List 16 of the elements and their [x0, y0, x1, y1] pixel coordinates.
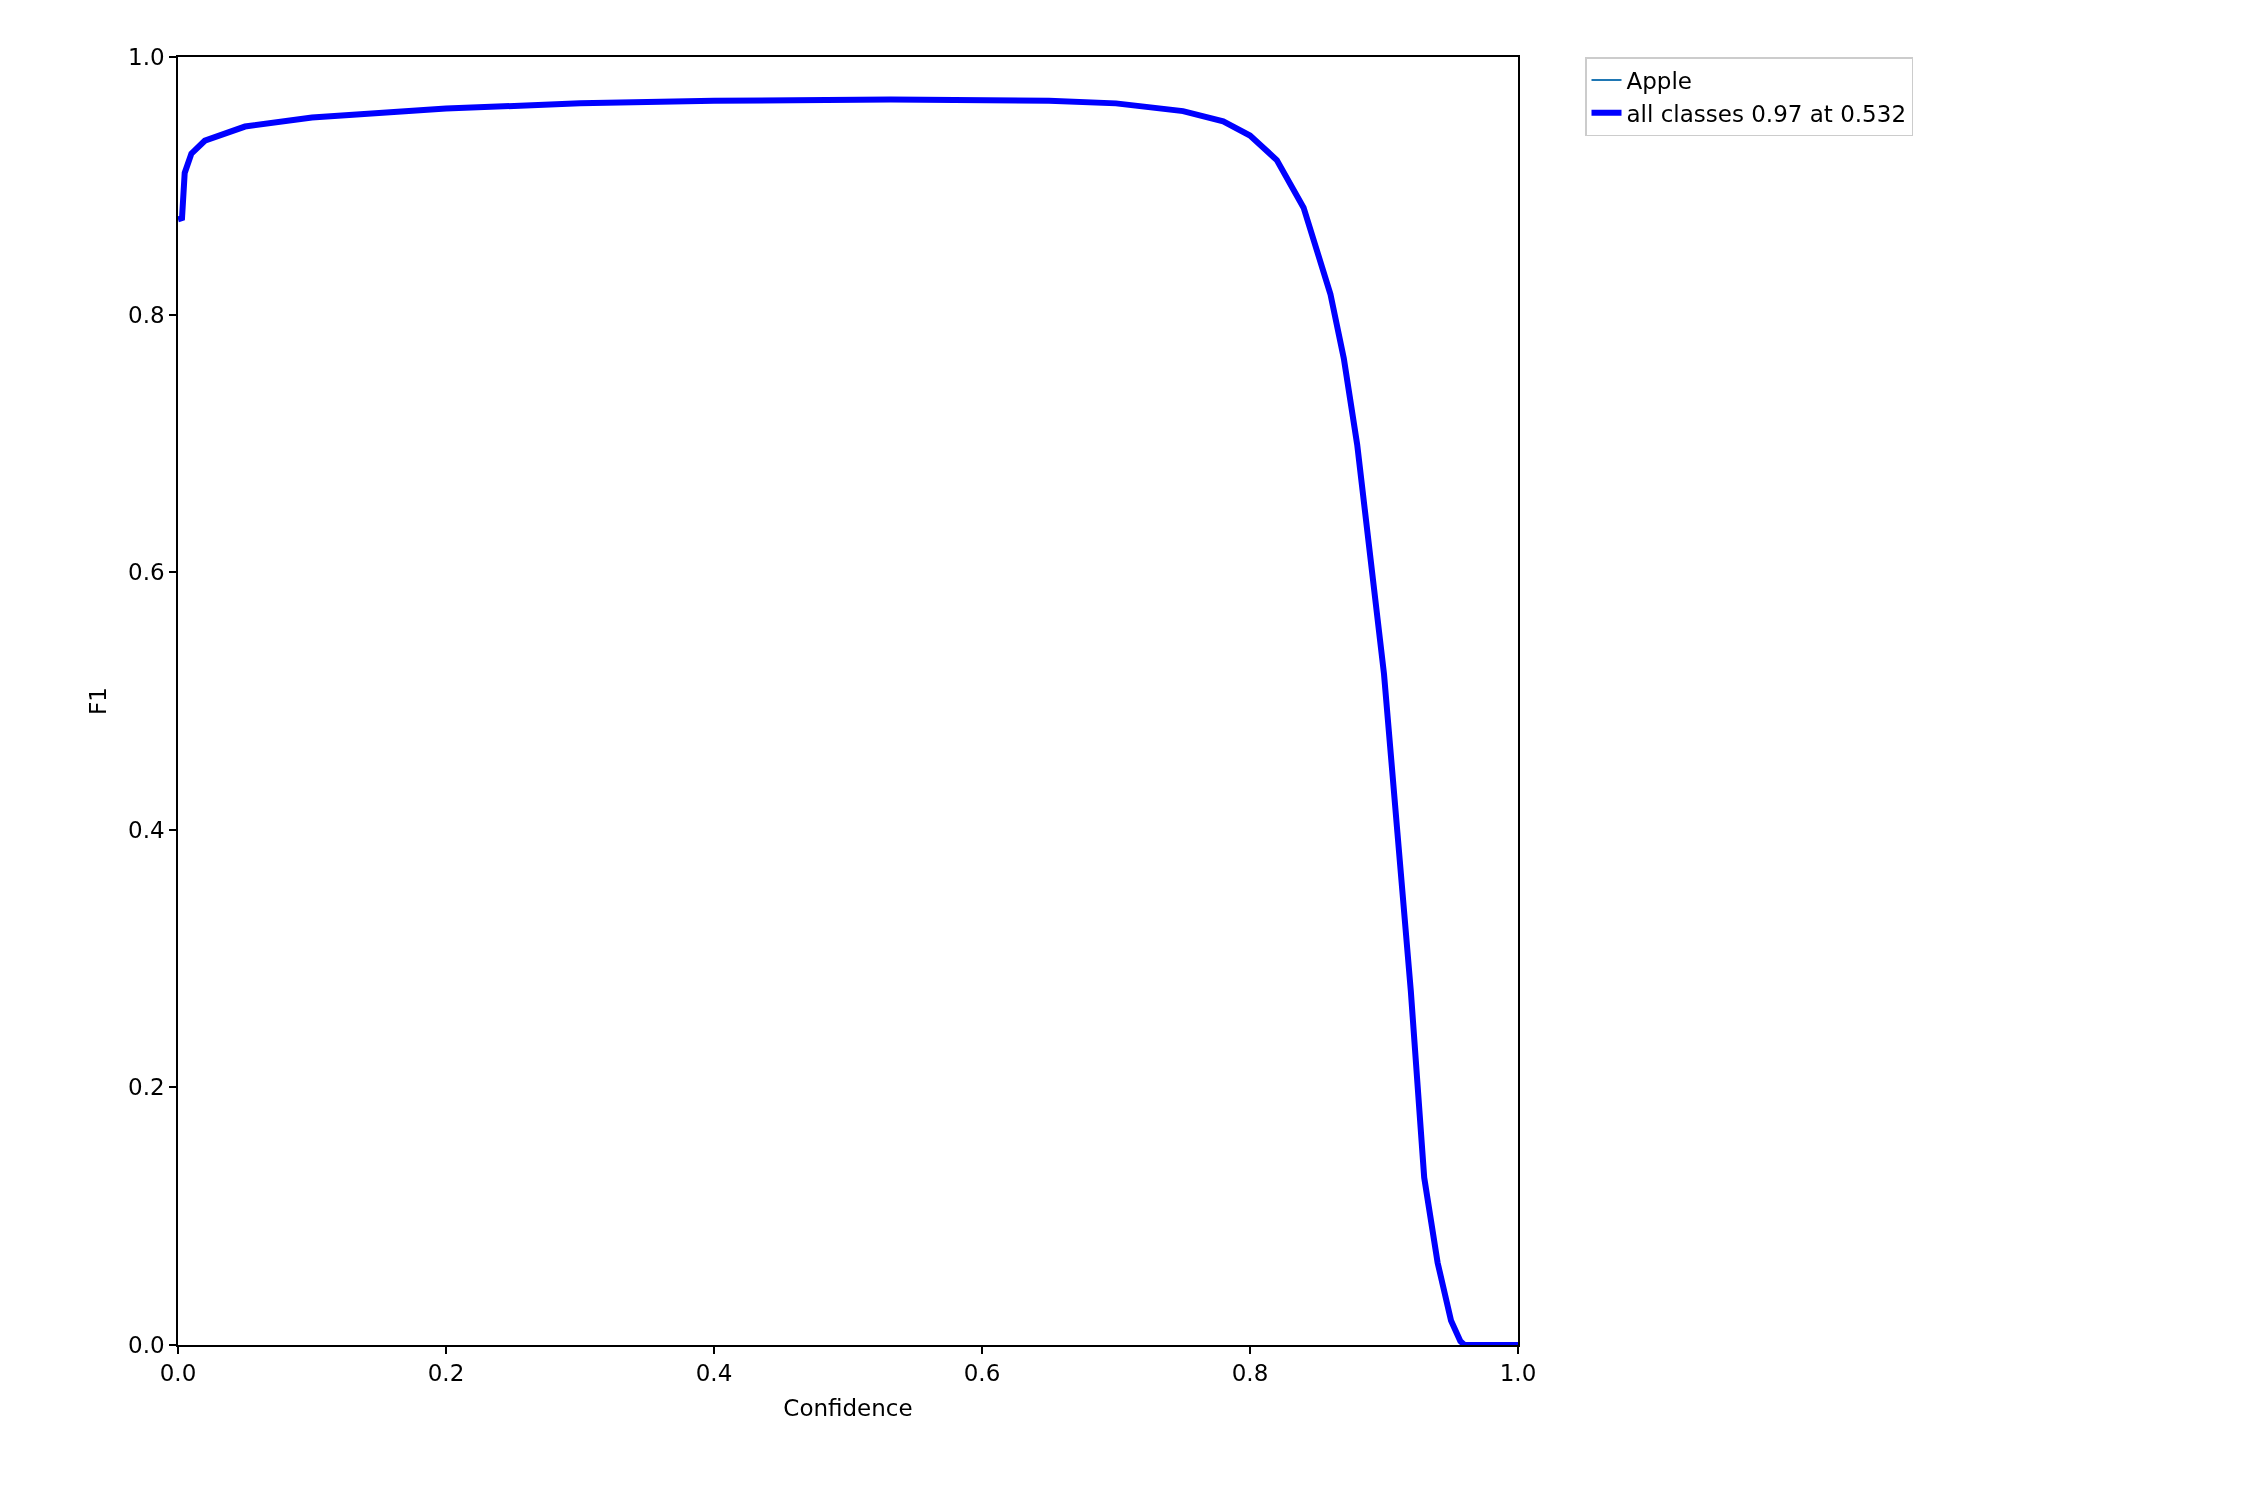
y-axis-title: F1 — [85, 687, 112, 715]
legend-label: all classes 0.97 at 0.532 — [1626, 100, 1907, 127]
x-tick-label: 0.6 — [963, 1360, 1001, 1387]
y-tick-label: 1.0 — [128, 44, 165, 71]
x-tick-label: 1.0 — [1499, 1360, 1537, 1387]
x-tick-label: 0.2 — [427, 1360, 465, 1387]
x-tick-label: 0.8 — [1231, 1360, 1269, 1387]
y-tick-label: 0.0 — [128, 1332, 165, 1359]
legend-label: Apple — [1626, 67, 1692, 94]
y-tick-label: 0.2 — [128, 1074, 165, 1101]
y-tick-label: 0.6 — [128, 559, 165, 586]
x-tick-label: 0.0 — [159, 1360, 197, 1387]
x-axis-title: Confidence — [783, 1395, 913, 1422]
x-tick-label: 0.4 — [695, 1360, 733, 1387]
y-tick-label: 0.4 — [128, 816, 165, 843]
y-tick-label: 0.8 — [128, 301, 165, 328]
